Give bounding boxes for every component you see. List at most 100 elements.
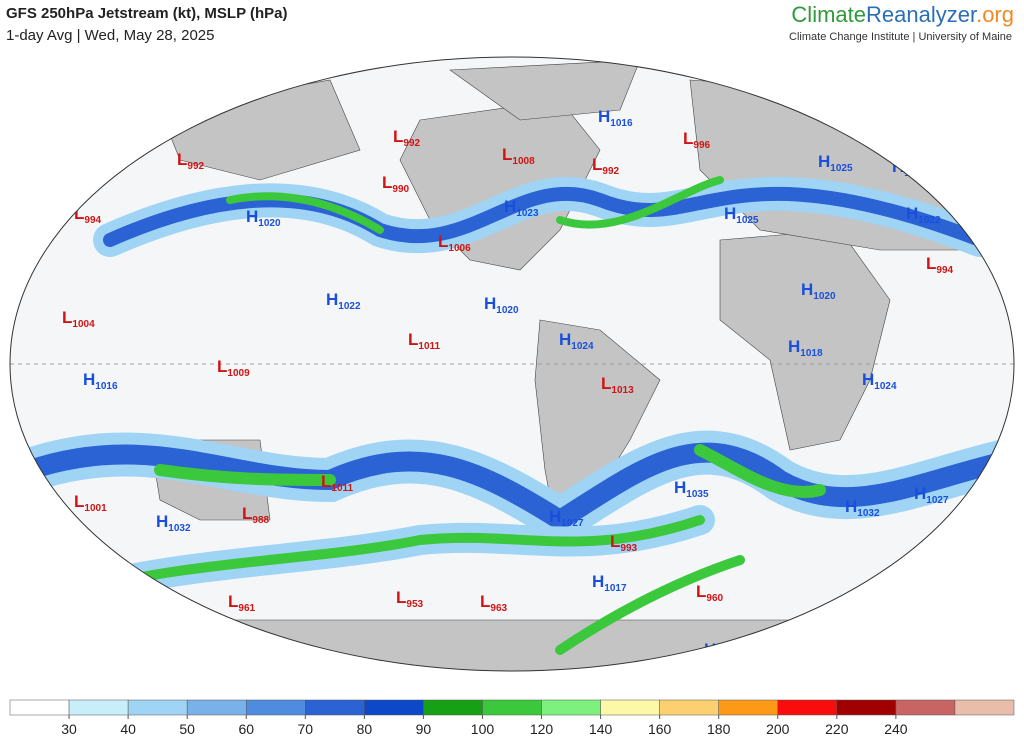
colorbar-tick-label: 160	[648, 721, 672, 737]
pressure-center: H1020	[246, 207, 281, 229]
colorbar-cell	[777, 699, 838, 716]
center-kind: H	[246, 207, 258, 226]
center-kind: H	[674, 478, 686, 497]
logo-part: Climate	[791, 2, 866, 27]
pressure-center: L996	[683, 129, 711, 151]
title: GFS 250hPa Jetstream (kt), MSLP (hPa)	[6, 5, 287, 22]
center-value: 992	[187, 161, 204, 172]
pressure-center: L990	[382, 173, 410, 195]
center-kind: L	[177, 150, 187, 169]
colorbar-cell	[954, 699, 1015, 716]
colorbar: 30 40 50 60 70 80 90 100 120 140 160 180 200 220 240	[9, 699, 1015, 737]
pressure-center: L988	[242, 504, 270, 526]
center-value: 988	[252, 515, 269, 526]
center-kind: L	[610, 532, 620, 551]
colorbar-tick-label: 80	[357, 721, 373, 737]
colorbar-cell	[600, 699, 660, 716]
center-value: 1018	[800, 348, 823, 359]
center-kind: L	[480, 592, 490, 611]
colorbar-tick-label: 40	[120, 721, 136, 737]
pressure-center: L1001	[74, 492, 107, 514]
center-value: 994	[84, 215, 101, 226]
center-value: 1020	[258, 218, 281, 229]
pressure-center: H1027	[549, 507, 584, 529]
center-kind: H	[484, 294, 496, 313]
pressure-center: H1024	[559, 330, 594, 352]
pressure-center: L1004	[62, 308, 95, 330]
center-kind: L	[926, 254, 936, 273]
center-value: 1008	[512, 156, 535, 167]
colorbar-tick-label: 50	[179, 721, 195, 737]
pressure-center: H1020	[801, 280, 836, 302]
pressure-center: L1013	[601, 374, 634, 396]
center-value: 1001	[84, 503, 107, 514]
center-kind: H	[914, 484, 926, 503]
pressure-center: H1017	[592, 572, 627, 594]
pressure-center: L1011	[321, 472, 354, 494]
colorbar-cell	[68, 699, 129, 716]
center-value: 1020	[813, 291, 836, 302]
center-value: 1011	[418, 341, 440, 352]
pressure-center: L992	[592, 155, 620, 177]
pressure-center: H1022	[326, 290, 361, 312]
pressure-center: L1009	[217, 357, 250, 379]
center-value: 1024	[571, 341, 594, 352]
globe-outline	[9, 56, 1015, 672]
center-value: 961	[238, 603, 255, 614]
center-kind: L	[62, 308, 72, 327]
center-value: 1032	[857, 508, 880, 519]
center-kind: H	[862, 370, 874, 389]
pressure-center: L992	[393, 127, 421, 149]
center-kind: L	[382, 173, 392, 192]
center-kind: L	[228, 592, 238, 611]
center-kind: H	[724, 204, 736, 223]
pressure-center: H1024	[862, 370, 897, 392]
center-value: 1016	[95, 381, 118, 392]
center-kind: L	[393, 127, 403, 146]
center-value: 1022	[918, 215, 941, 226]
pressure-center: H1027	[914, 484, 949, 506]
center-value: 1006	[448, 243, 471, 254]
center-kind: H	[892, 157, 904, 176]
center-kind: H	[801, 280, 813, 299]
center-kind: L	[242, 504, 252, 523]
pressure-center: H1022	[906, 204, 941, 226]
pressure-center: L953	[396, 588, 424, 610]
center-value: 1013	[611, 385, 634, 396]
colorbar-tick-label: 70	[298, 721, 314, 737]
center-kind: L	[601, 374, 611, 393]
colorbar-cell	[9, 699, 70, 716]
logo-part: .org	[976, 2, 1014, 27]
pressure-center: L993	[610, 532, 638, 554]
center-kind: H	[906, 204, 918, 223]
pressure-center: H1025	[724, 204, 759, 226]
colorbar-cell	[186, 699, 247, 716]
institution: Climate Change Institute | University of…	[789, 31, 1012, 43]
center-value: 960	[706, 593, 723, 604]
colorbar-cell	[659, 699, 719, 716]
pressure-center: H1021	[892, 157, 927, 179]
center-value: 990	[392, 184, 409, 195]
pressure-center: L1011	[408, 330, 441, 352]
colorbar-tick-label: 220	[825, 721, 849, 737]
center-kind: H	[598, 107, 610, 126]
center-value: 992	[403, 138, 420, 149]
center-kind: H	[549, 507, 561, 526]
center-kind: L	[438, 232, 448, 251]
colorbar-tick-label: 140	[589, 721, 613, 737]
center-kind: H	[504, 197, 516, 216]
pressure-center: H1025	[818, 152, 853, 174]
center-value: 963	[490, 603, 507, 614]
center-value: 1011	[331, 483, 353, 494]
center-kind: L	[321, 472, 331, 491]
colorbar-cell	[482, 699, 542, 716]
colorbar-cell	[836, 699, 897, 716]
colorbar-cell	[364, 699, 424, 716]
pressure-center: L960	[696, 582, 724, 604]
pressure-center: L1008	[502, 145, 535, 167]
colorbar-tick-label: 180	[707, 721, 731, 737]
center-value: 1035	[686, 489, 709, 500]
center-kind: L	[408, 330, 418, 349]
